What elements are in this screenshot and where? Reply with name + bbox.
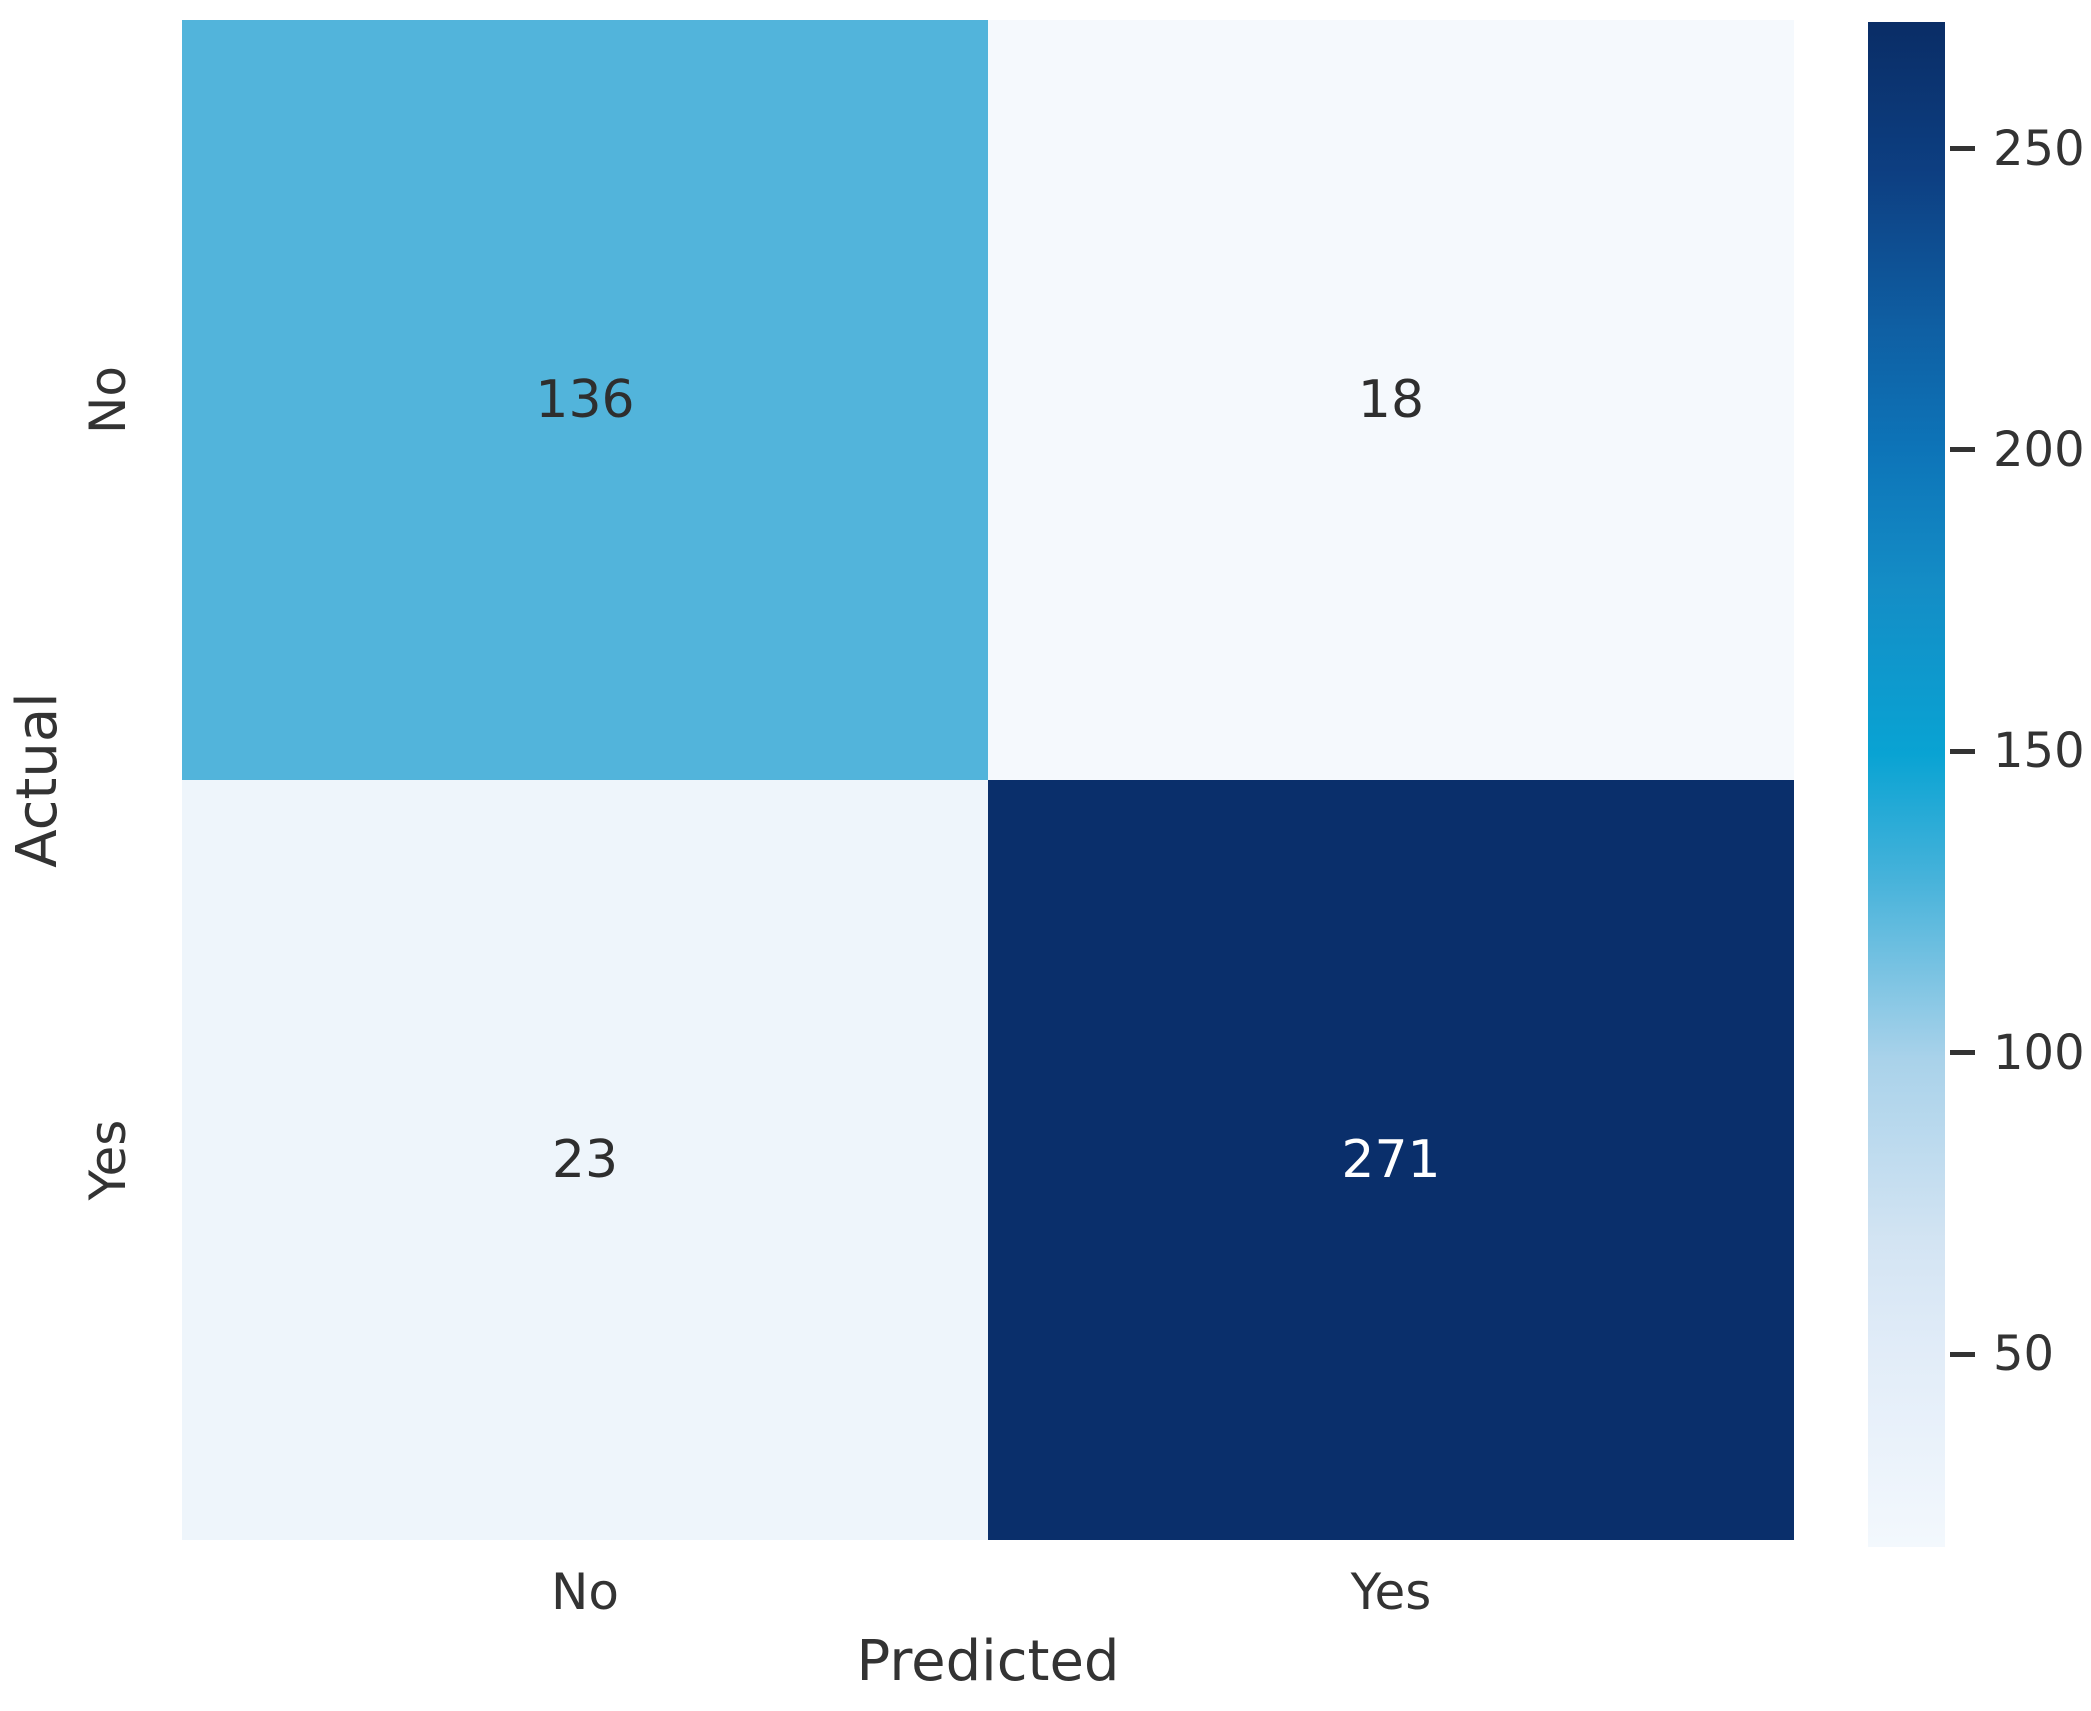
x-axis-label: Predicted [856, 1629, 1120, 1694]
heatmap-grid: 136 18 23 271 [182, 20, 1794, 1540]
colorbar-tick-mark [1950, 748, 1975, 754]
colorbar-tick-mark [1950, 1351, 1975, 1357]
colorbar-ticks: 250 200 150 100 50 [1868, 22, 2085, 1547]
cell-value-false-negative: 23 [551, 1130, 619, 1190]
colorbar-tick-mark [1950, 1050, 1975, 1056]
colorbar-tick-label: 50 [1993, 1326, 2055, 1383]
x-tick-label-no: No [551, 1563, 619, 1621]
cell-value-false-positive: 18 [1357, 370, 1425, 430]
heatmap-cell-actual-yes-pred-no: 23 [182, 780, 988, 1540]
colorbar-tick-label: 150 [1993, 723, 2085, 780]
heatmap-cell-actual-no-pred-no: 136 [182, 20, 988, 780]
colorbar-tick-label: 100 [1993, 1024, 2085, 1081]
heatmap-cell-actual-no-pred-yes: 18 [988, 20, 1794, 780]
colorbar-tick-label: 250 [1993, 120, 2085, 177]
colorbar: 250 200 150 100 50 [1868, 22, 2085, 1547]
colorbar-tick-mark [1950, 447, 1975, 453]
heatmap-cell-actual-yes-pred-yes: 271 [988, 780, 1794, 1540]
y-axis-label: Actual [5, 692, 70, 868]
colorbar-tick-label: 200 [1993, 421, 2085, 478]
y-tick-label-no: No [79, 366, 137, 434]
colorbar-gradient [1868, 22, 1945, 1547]
cell-value-true-positive: 271 [1341, 1130, 1441, 1190]
x-tick-label-yes: Yes [1350, 1563, 1432, 1621]
cell-value-true-negative: 136 [535, 370, 635, 430]
y-tick-label-yes: Yes [79, 1119, 137, 1201]
colorbar-tick-mark [1950, 146, 1975, 152]
